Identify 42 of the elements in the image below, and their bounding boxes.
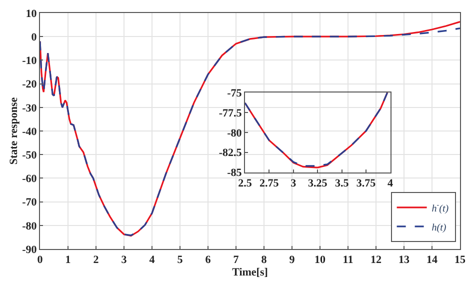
y-tick-label: -70 bbox=[22, 196, 38, 209]
x-tick-label: 3.5 bbox=[334, 178, 350, 190]
y-tick-label: -80 bbox=[227, 127, 242, 140]
y-axis-title: State response bbox=[8, 97, 20, 165]
x-tick-label: 3.75 bbox=[356, 178, 376, 190]
x-tick-label: 2 bbox=[93, 254, 100, 266]
x-tick-label: 1 bbox=[65, 254, 71, 266]
x-tick-label: 3 bbox=[290, 178, 297, 190]
x-tick-label: 2.75 bbox=[260, 178, 280, 190]
x-axis-title: Time[s] bbox=[232, 266, 268, 278]
y-tick-label: 0 bbox=[31, 31, 38, 44]
x-tick-label: 5 bbox=[177, 254, 184, 266]
x-tick-label: 7 bbox=[233, 254, 240, 266]
x-tick-label: 6 bbox=[205, 254, 212, 266]
y-tick-label: -82.5 bbox=[218, 147, 242, 160]
y-tick-label: -75 bbox=[227, 87, 242, 100]
y-tick-label: -10 bbox=[22, 55, 38, 68]
x-tick-label: 13 bbox=[398, 254, 410, 266]
y-tick-label: -77.5 bbox=[218, 107, 242, 120]
x-tick-label: 8 bbox=[261, 254, 268, 266]
x-tick-label: 9 bbox=[289, 254, 296, 266]
x-tick-label: 3.25 bbox=[308, 178, 328, 190]
x-tick-label: 3 bbox=[121, 254, 128, 266]
x-tick-label: 10 bbox=[314, 254, 326, 266]
y-tick-label: 10 bbox=[26, 8, 38, 20]
x-tick-label: 2.5 bbox=[238, 178, 252, 190]
y-tick-label: -85 bbox=[227, 167, 242, 180]
x-tick-label: 4 bbox=[149, 254, 156, 266]
y-tick-label: -90 bbox=[22, 244, 38, 256]
x-tick-label: 4 bbox=[388, 178, 394, 190]
legend-label: h(t) bbox=[432, 222, 447, 234]
legend-label: h$^{-}$(t) bbox=[432, 201, 450, 214]
y-tick-label: -40 bbox=[22, 126, 38, 138]
x-tick-label: 11 bbox=[342, 254, 354, 266]
y-tick-label: -50 bbox=[22, 149, 38, 162]
x-tick-label: 15 bbox=[454, 254, 466, 266]
y-tick-label: -60 bbox=[22, 173, 38, 186]
y-tick-label: -30 bbox=[22, 102, 38, 114]
x-tick-label: 14 bbox=[426, 254, 438, 266]
x-tick-label: 12 bbox=[370, 254, 382, 266]
y-tick-label: -20 bbox=[22, 78, 38, 91]
y-tick-label: -80 bbox=[22, 220, 38, 232]
